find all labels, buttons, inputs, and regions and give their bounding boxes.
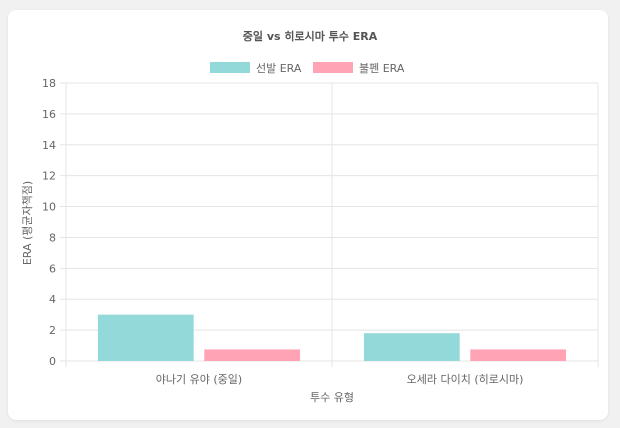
bar-starter-0[interactable] xyxy=(97,314,194,361)
y-tick-label: 8 xyxy=(49,231,56,244)
y-tick-label: 18 xyxy=(42,77,56,90)
chart-legend: 선발 ERA 불펜 ERA xyxy=(210,62,405,75)
y-tick-label: 6 xyxy=(49,262,56,275)
legend-swatch-starter[interactable] xyxy=(210,62,250,73)
x-tick-label: 야나기 유야 (중일) xyxy=(156,372,242,386)
y-tick-label: 10 xyxy=(42,201,56,214)
legend-label-bullpen: 불펜 ERA xyxy=(359,62,405,75)
y-tick-label: 0 xyxy=(49,355,56,368)
bars-group xyxy=(97,314,567,361)
y-tick-label: 4 xyxy=(49,293,56,306)
y-tick-label: 16 xyxy=(42,108,56,121)
x-axis-ticks: 야나기 유야 (중일) 오세라 다이치 (히로시마) xyxy=(156,372,524,386)
grid-lines xyxy=(60,82,599,367)
x-tick-label: 오세라 다이치 (히로시마) xyxy=(407,372,524,386)
bar-bullpen-1[interactable] xyxy=(470,349,567,361)
y-axis-label: ERA (평균자책점) xyxy=(21,181,34,265)
bar-bullpen-0[interactable] xyxy=(204,349,301,361)
y-axis-ticks: 0 2 4 6 8 10 12 14 16 18 xyxy=(42,77,56,368)
bar-starter-1[interactable] xyxy=(363,333,460,361)
chart-title: 중일 vs 히로시마 투수 ERA xyxy=(243,29,378,43)
x-axis-label: 투수 유형 xyxy=(310,391,354,404)
legend-swatch-bullpen[interactable] xyxy=(313,62,353,73)
y-tick-label: 2 xyxy=(49,324,56,337)
y-tick-label: 12 xyxy=(42,170,56,183)
legend-label-starter: 선발 ERA xyxy=(256,62,302,75)
y-tick-label: 14 xyxy=(42,139,56,152)
